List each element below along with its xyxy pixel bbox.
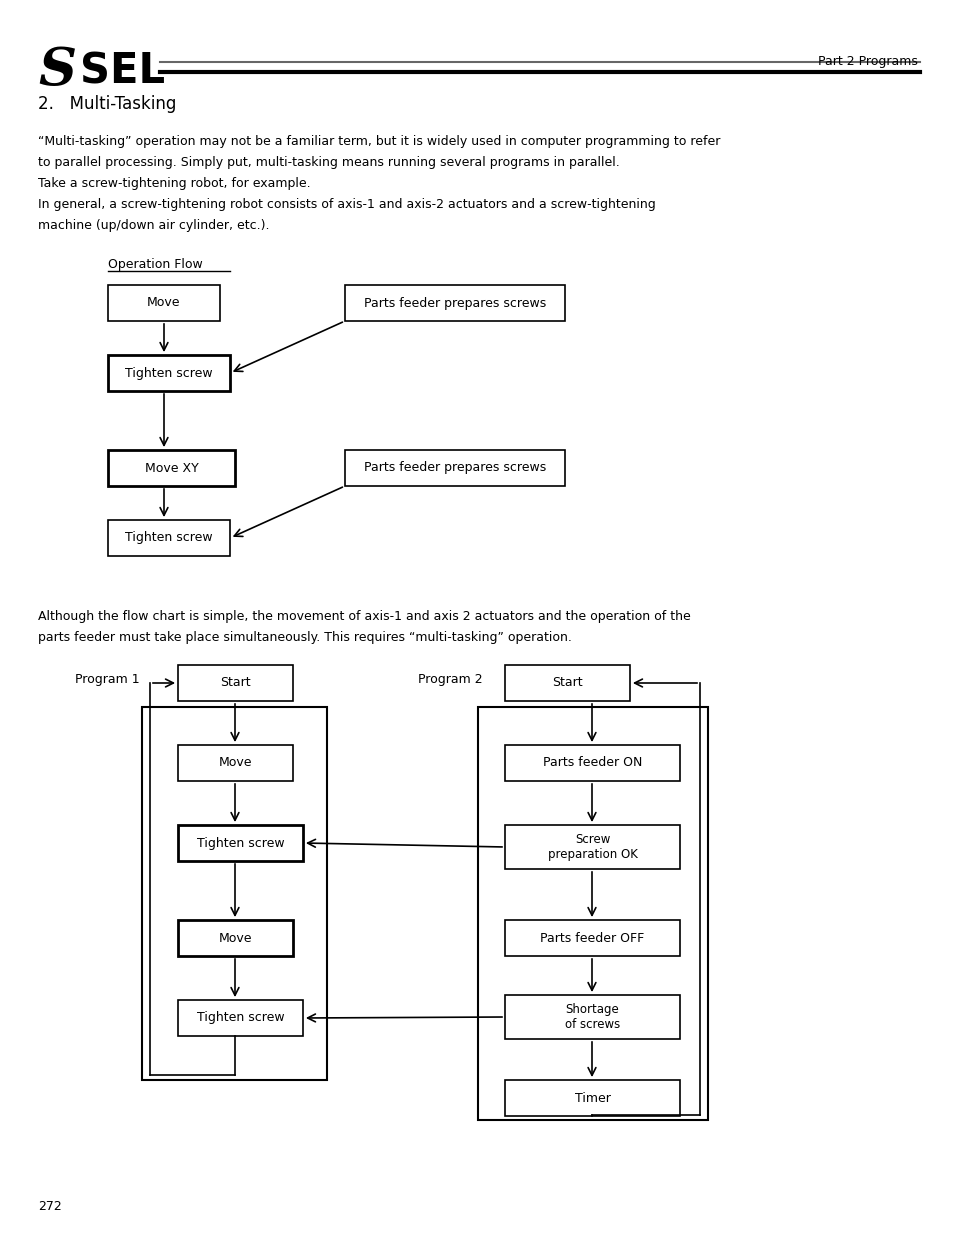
Text: Take a screw-tightening robot, for example.: Take a screw-tightening robot, for examp…: [38, 177, 311, 190]
Bar: [178, 745, 293, 781]
Bar: [178, 1000, 303, 1036]
Text: Although the flow chart is simple, the movement of axis-1 and axis 2 actuators a: Although the flow chart is simple, the m…: [38, 610, 690, 622]
Text: Program 1: Program 1: [75, 673, 139, 685]
Text: Move XY: Move XY: [145, 462, 198, 474]
Bar: [345, 450, 564, 487]
Bar: [108, 354, 230, 391]
Bar: [142, 706, 327, 1079]
Text: 2.   Multi-Tasking: 2. Multi-Tasking: [38, 95, 176, 112]
Text: Tighten screw: Tighten screw: [196, 1011, 284, 1025]
Bar: [108, 285, 220, 321]
Text: to parallel processing. Simply put, multi-tasking means running several programs: to parallel processing. Simply put, mult…: [38, 156, 619, 169]
Text: Move: Move: [218, 931, 252, 945]
Text: parts feeder must take place simultaneously. This requires “multi-tasking” opera: parts feeder must take place simultaneou…: [38, 631, 571, 643]
Bar: [504, 745, 679, 781]
Bar: [178, 920, 293, 956]
Text: Parts feeder ON: Parts feeder ON: [542, 757, 641, 769]
Text: S: S: [38, 44, 76, 96]
Bar: [178, 825, 303, 861]
Text: Part 2 Programs: Part 2 Programs: [818, 56, 917, 68]
Text: Operation Flow: Operation Flow: [108, 258, 203, 270]
Text: 272: 272: [38, 1200, 62, 1213]
Text: Move: Move: [147, 296, 180, 310]
Text: “Multi-tasking” operation may not be a familiar term, but it is widely used in c: “Multi-tasking” operation may not be a f…: [38, 135, 720, 148]
Bar: [477, 706, 707, 1120]
Bar: [108, 450, 234, 487]
Bar: [504, 825, 679, 869]
Text: Program 2: Program 2: [417, 673, 482, 685]
Text: Tighten screw: Tighten screw: [125, 367, 213, 379]
Text: SEL: SEL: [80, 49, 165, 91]
Text: Start: Start: [220, 677, 251, 689]
Text: Parts feeder prepares screws: Parts feeder prepares screws: [363, 296, 545, 310]
Bar: [108, 520, 230, 556]
Text: Timer: Timer: [574, 1092, 610, 1104]
Text: In general, a screw-tightening robot consists of axis-1 and axis-2 actuators and: In general, a screw-tightening robot con…: [38, 198, 655, 211]
Bar: [504, 995, 679, 1039]
Bar: [504, 1079, 679, 1116]
Text: Shortage
of screws: Shortage of screws: [564, 1003, 619, 1031]
Text: Tighten screw: Tighten screw: [125, 531, 213, 545]
Text: Start: Start: [552, 677, 582, 689]
Text: Move: Move: [218, 757, 252, 769]
Text: Parts feeder OFF: Parts feeder OFF: [539, 931, 644, 945]
Text: machine (up/down air cylinder, etc.).: machine (up/down air cylinder, etc.).: [38, 219, 269, 232]
Text: Parts feeder prepares screws: Parts feeder prepares screws: [363, 462, 545, 474]
Bar: [178, 664, 293, 701]
Bar: [504, 664, 629, 701]
Text: Tighten screw: Tighten screw: [196, 836, 284, 850]
Bar: [504, 920, 679, 956]
Bar: [345, 285, 564, 321]
Text: Screw
preparation OK: Screw preparation OK: [547, 832, 637, 861]
